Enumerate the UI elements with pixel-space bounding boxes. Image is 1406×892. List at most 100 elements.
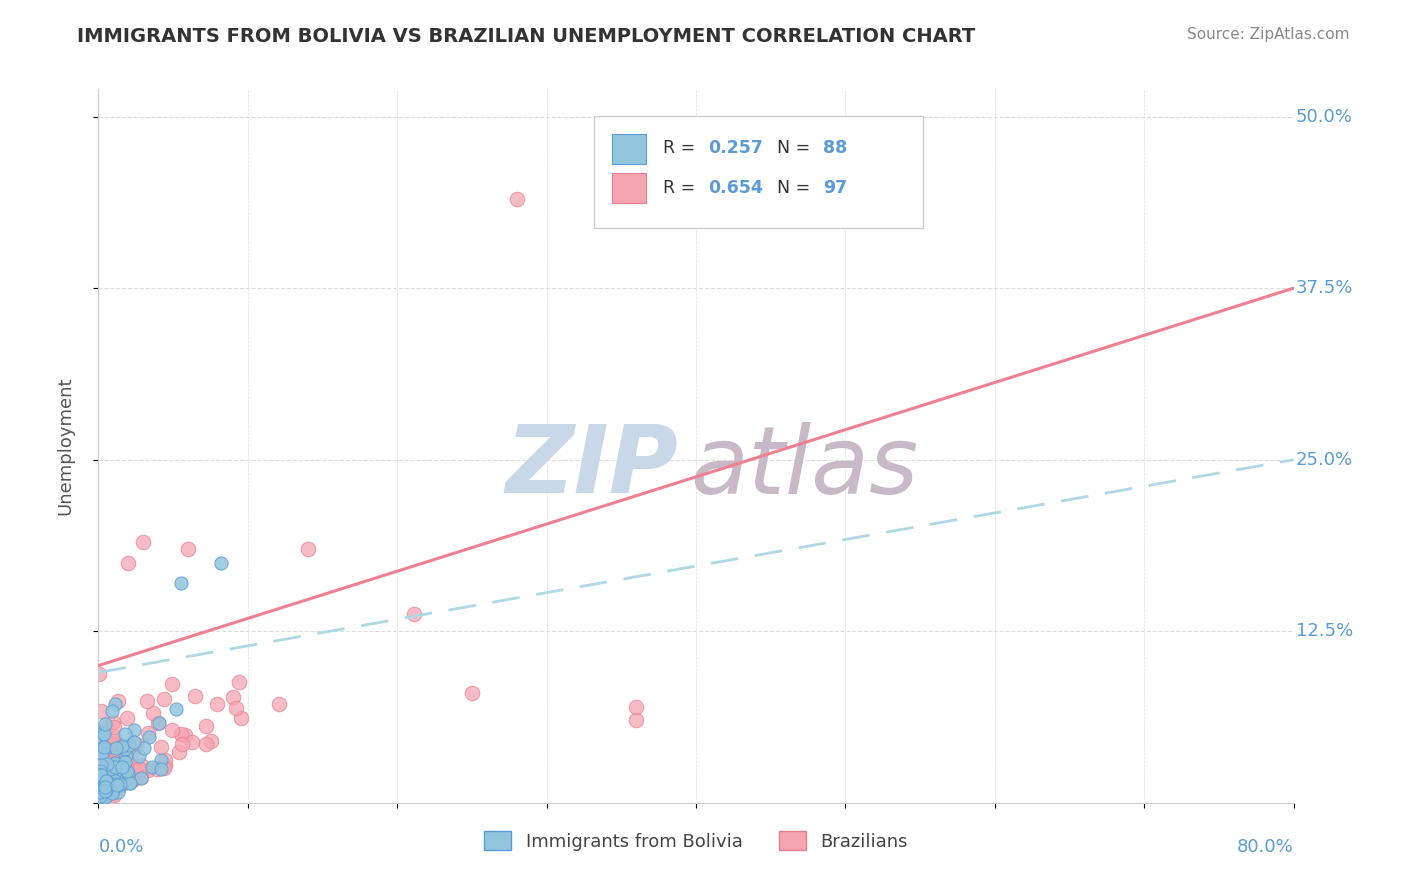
Point bbox=[138, 731, 160, 745]
Point bbox=[97, 782, 120, 797]
Point bbox=[165, 702, 187, 716]
Point bbox=[90, 789, 112, 804]
Text: 0.0%: 0.0% bbox=[98, 838, 143, 856]
Text: ZIP: ZIP bbox=[505, 421, 678, 514]
Point bbox=[146, 762, 169, 776]
Point bbox=[153, 761, 176, 775]
Point bbox=[96, 757, 118, 772]
Point bbox=[91, 781, 114, 796]
Point bbox=[174, 728, 197, 742]
Point bbox=[105, 738, 128, 752]
Text: N =: N = bbox=[778, 178, 815, 196]
Point bbox=[96, 773, 118, 788]
Point bbox=[104, 760, 127, 774]
Text: 88: 88 bbox=[823, 139, 846, 157]
Point bbox=[128, 763, 150, 777]
Point bbox=[121, 772, 143, 787]
Point bbox=[94, 764, 117, 778]
Point bbox=[89, 764, 111, 778]
Point bbox=[103, 779, 125, 793]
Point bbox=[103, 720, 125, 734]
Point bbox=[96, 720, 118, 734]
Point bbox=[114, 763, 136, 777]
Point bbox=[115, 763, 138, 777]
Text: R =: R = bbox=[662, 139, 700, 157]
Point bbox=[101, 729, 124, 743]
Point bbox=[207, 698, 229, 712]
Point bbox=[98, 787, 121, 801]
Point bbox=[104, 739, 127, 753]
Point bbox=[131, 771, 153, 785]
Point bbox=[118, 776, 141, 790]
Point bbox=[141, 760, 163, 774]
Point bbox=[117, 766, 139, 780]
Point bbox=[115, 748, 138, 763]
Point bbox=[91, 746, 114, 760]
Text: R =: R = bbox=[662, 178, 700, 196]
FancyBboxPatch shape bbox=[595, 116, 922, 228]
Point bbox=[96, 752, 118, 766]
Point bbox=[111, 760, 134, 774]
Point bbox=[96, 782, 118, 797]
Point bbox=[89, 795, 111, 809]
Point bbox=[93, 739, 115, 754]
Point bbox=[91, 782, 114, 797]
Legend: Immigrants from Bolivia, Brazilians: Immigrants from Bolivia, Brazilians bbox=[477, 824, 915, 858]
Point bbox=[125, 737, 148, 751]
Point bbox=[98, 789, 121, 804]
Point bbox=[169, 745, 191, 759]
Point bbox=[89, 785, 111, 799]
Text: atlas: atlas bbox=[690, 422, 918, 513]
Point bbox=[89, 739, 111, 753]
Point bbox=[149, 740, 172, 755]
Point bbox=[90, 768, 112, 782]
Point bbox=[170, 727, 193, 741]
Point bbox=[91, 770, 114, 784]
Point bbox=[153, 754, 176, 768]
Point bbox=[90, 788, 112, 802]
Point bbox=[110, 776, 132, 790]
Point bbox=[93, 785, 115, 799]
Point bbox=[150, 753, 173, 767]
Point bbox=[94, 717, 117, 731]
Point bbox=[107, 785, 129, 799]
Point bbox=[117, 556, 139, 570]
Point bbox=[122, 772, 145, 787]
Point bbox=[150, 762, 173, 776]
Point bbox=[146, 715, 169, 730]
Point bbox=[94, 783, 117, 797]
Point bbox=[98, 736, 121, 750]
Point bbox=[101, 786, 124, 800]
Point bbox=[105, 737, 128, 751]
Point bbox=[87, 792, 110, 806]
Point bbox=[118, 756, 141, 771]
Point bbox=[90, 767, 112, 781]
Point bbox=[101, 715, 124, 730]
Point bbox=[96, 774, 118, 789]
Text: 50.0%: 50.0% bbox=[1296, 108, 1353, 126]
Point bbox=[160, 677, 183, 691]
Point bbox=[93, 773, 115, 788]
Point bbox=[94, 774, 117, 789]
Point bbox=[124, 723, 146, 738]
Point bbox=[129, 770, 152, 784]
Point bbox=[111, 739, 134, 753]
Bar bbox=[613, 134, 645, 164]
Point bbox=[94, 776, 117, 790]
Point bbox=[114, 766, 136, 780]
Point bbox=[195, 719, 218, 733]
Point bbox=[103, 774, 125, 789]
Point bbox=[105, 778, 128, 792]
Point bbox=[200, 734, 222, 748]
Point bbox=[91, 786, 114, 800]
Point bbox=[89, 789, 111, 803]
Point bbox=[108, 759, 131, 773]
Point bbox=[112, 761, 135, 775]
Point bbox=[170, 737, 193, 751]
Y-axis label: Unemployment: Unemployment bbox=[56, 376, 75, 516]
Point bbox=[104, 741, 127, 756]
Point bbox=[90, 730, 112, 744]
Point bbox=[93, 753, 115, 767]
Point bbox=[115, 754, 138, 768]
Point bbox=[128, 749, 150, 764]
